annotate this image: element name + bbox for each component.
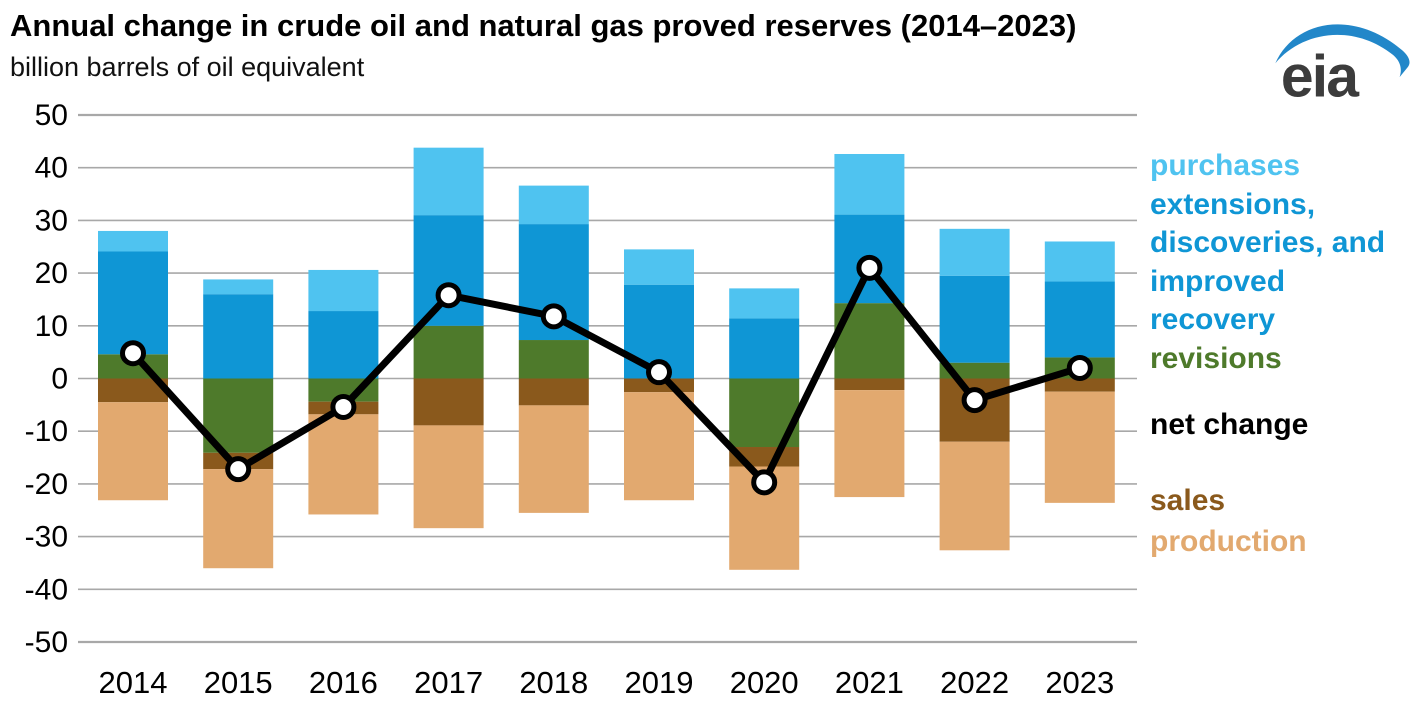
legend-label-purchases: purchases [1150,149,1301,182]
bar-segment-2017-extensions [413,215,484,326]
bar-segment-2017-production [413,425,484,529]
legend-block-0: purchases extensions, discoveries, and impr… [1150,147,1385,378]
bar-segment-2023-extensions [1044,281,1115,358]
bar-segment-2022-extensions [939,275,1010,363]
legend-label-net-change: net change [1150,408,1309,441]
legend-label-production: production [1150,524,1307,558]
net-change-marker-2018 [540,303,567,330]
x-tick-label-2018: 2018 [519,665,588,700]
eia-logo-swoosh-icon [1275,24,1410,78]
bar-segment-2021-sales [834,378,905,391]
bar-segment-2023-sales [1044,378,1115,392]
bar-segment-2018-sales [518,378,589,406]
net-change-marker-2016 [330,393,357,420]
chart-units-subtitle: billion barrels of oil equivalent [10,52,365,82]
legend-block-1: net change [1150,406,1308,445]
y-tick-label-0: 0 [51,363,68,396]
bar-segment-2023-purchases [1044,241,1115,282]
net-change-marker-2020 [751,469,778,496]
eia-logo-text: eia [1281,44,1360,106]
net-change-marker-2023 [1066,354,1093,381]
bar-segment-2016-extensions [308,311,379,379]
bar-segment-2014-extensions [98,251,168,355]
bar-segment-2023-production [1044,391,1115,503]
legend-label-sales: sales [1150,484,1226,517]
y-tick-label--40: -40 [25,573,68,606]
bar-segment-2017-purchases [413,147,484,216]
y-tick-label--30: -30 [25,521,68,554]
x-tick-label-2014: 2014 [99,665,168,700]
legend-label-discoveries-and: discoveries, and [1150,226,1386,259]
bar-segment-2018-purchases [518,185,589,225]
y-tick-label-30: 30 [35,204,68,237]
bar-segment-2016-production [308,414,379,515]
legend-label-recovery: recovery [1150,303,1276,336]
x-tick-label-2021: 2021 [835,665,904,700]
bar-segment-2015-extensions [203,294,274,379]
bar-segment-2021-purchases [834,153,905,215]
bar-segment-2015-purchases [203,279,274,295]
bar-segment-2016-purchases [308,269,379,312]
y-tick-label-50: 50 [35,99,68,132]
net-change-marker-2015 [225,456,252,483]
net-change-marker-2014 [120,340,146,367]
x-tick-label-2020: 2020 [730,665,799,700]
bar-segment-2018-revisions [518,340,589,379]
legend-label-extensions: extensions, [1150,187,1316,221]
net-change-marker-2019 [646,359,672,386]
net-change-marker-2021 [856,254,883,281]
y-tick-label--50: -50 [25,626,68,659]
legend-label-improved: improved [1150,264,1286,298]
y-tick-label-10: 10 [35,310,68,343]
chart-title: Annual change in crude oil and natural g… [10,8,1077,43]
legend-label-revisions: revisions [1150,341,1282,375]
bar-segment-2015-production [203,469,274,569]
bar-segment-2019-purchases [624,249,694,285]
y-tick-label--20: -20 [25,468,68,501]
x-tick-label-2019: 2019 [625,665,694,700]
bar-segment-2020-extensions [729,318,800,379]
bar-segment-2019-production [624,392,694,501]
bar-segment-2018-production [518,405,589,513]
y-tick-label-40: 40 [35,152,68,185]
eia-logo: eia [1275,24,1410,106]
bar-segment-2022-purchases [939,228,1010,276]
x-tick-label-2015: 2015 [204,665,273,700]
net-change-marker-2017 [435,282,462,309]
plot-area: 50 40 30 20 10 0 -10 -20 -30 -40 -50 2014 2015 2016 20… [25,99,1137,700]
y-tick-label-20: 20 [35,257,68,290]
bar-segment-2022-production [939,441,1010,551]
x-tick-label-2016: 2016 [309,665,378,700]
x-tick-label-2022: 2022 [940,665,1009,700]
bar-segment-2017-sales [413,378,484,426]
x-tick-label-2017: 2017 [414,665,483,700]
bar-segment-2014-production [98,402,168,501]
bar-segment-2017-revisions [413,325,484,379]
y-tick-label--10: -10 [25,415,68,448]
bar-segment-2014-purchases [98,230,168,252]
net-change-line [129,264,1084,486]
bar-segment-2014-sales [98,378,168,403]
legend-block-2: sales production [1150,481,1307,562]
net-change-marker-2022 [961,387,988,414]
bar-segment-2020-purchases [729,288,800,319]
bar-segment-2021-production [834,390,905,498]
x-tick-label-2023: 2023 [1045,665,1114,700]
